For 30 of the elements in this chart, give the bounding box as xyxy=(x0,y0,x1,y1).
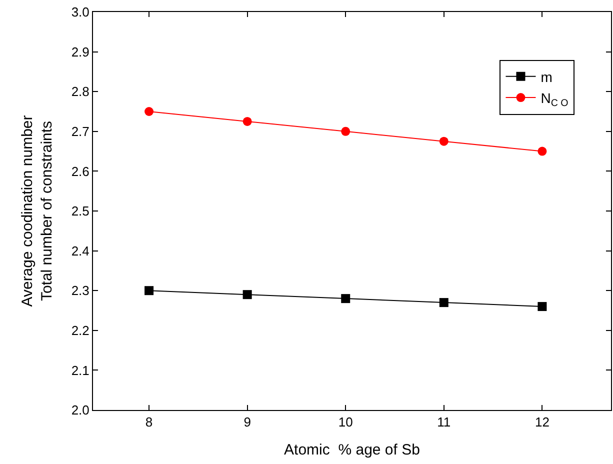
x-axis-title: Atomic % age of Sb xyxy=(284,442,420,459)
y-tick-label: 2.8 xyxy=(71,84,90,100)
point xyxy=(439,298,448,308)
y-tick-label: 2.5 xyxy=(71,204,90,219)
point xyxy=(144,107,154,116)
x-tick-label: 12 xyxy=(534,414,550,430)
point xyxy=(341,294,350,304)
legend-label: m xyxy=(540,68,552,85)
y-tick-label: 2.0 xyxy=(71,402,90,418)
point xyxy=(538,146,547,156)
y-tick-label: 2.7 xyxy=(71,124,90,139)
y-tick-label: 2.6 xyxy=(71,164,90,179)
point xyxy=(538,302,547,312)
point xyxy=(341,126,350,136)
point xyxy=(144,286,154,296)
point xyxy=(242,116,252,126)
y-tick-label: 2.1 xyxy=(71,362,90,378)
legend-label: N$_{C O}$ xyxy=(540,90,569,109)
point xyxy=(242,290,252,300)
x-tick-label: 11 xyxy=(437,414,451,430)
x-tick-label: 8 xyxy=(145,414,153,430)
y-axis-title: Average coodination number Total number of constraints xyxy=(19,115,56,307)
y-tick-label: 2.4 xyxy=(71,243,90,258)
x-tick-label: 9 xyxy=(244,414,251,430)
y-tick-label: 3.0 xyxy=(71,4,90,20)
x-tick-label: 10 xyxy=(338,414,353,430)
point xyxy=(439,136,448,146)
y-tick-label: 2.9 xyxy=(71,44,90,60)
y-tick-label: 2.2 xyxy=(71,322,90,338)
y-tick-label: 2.3 xyxy=(71,283,90,298)
